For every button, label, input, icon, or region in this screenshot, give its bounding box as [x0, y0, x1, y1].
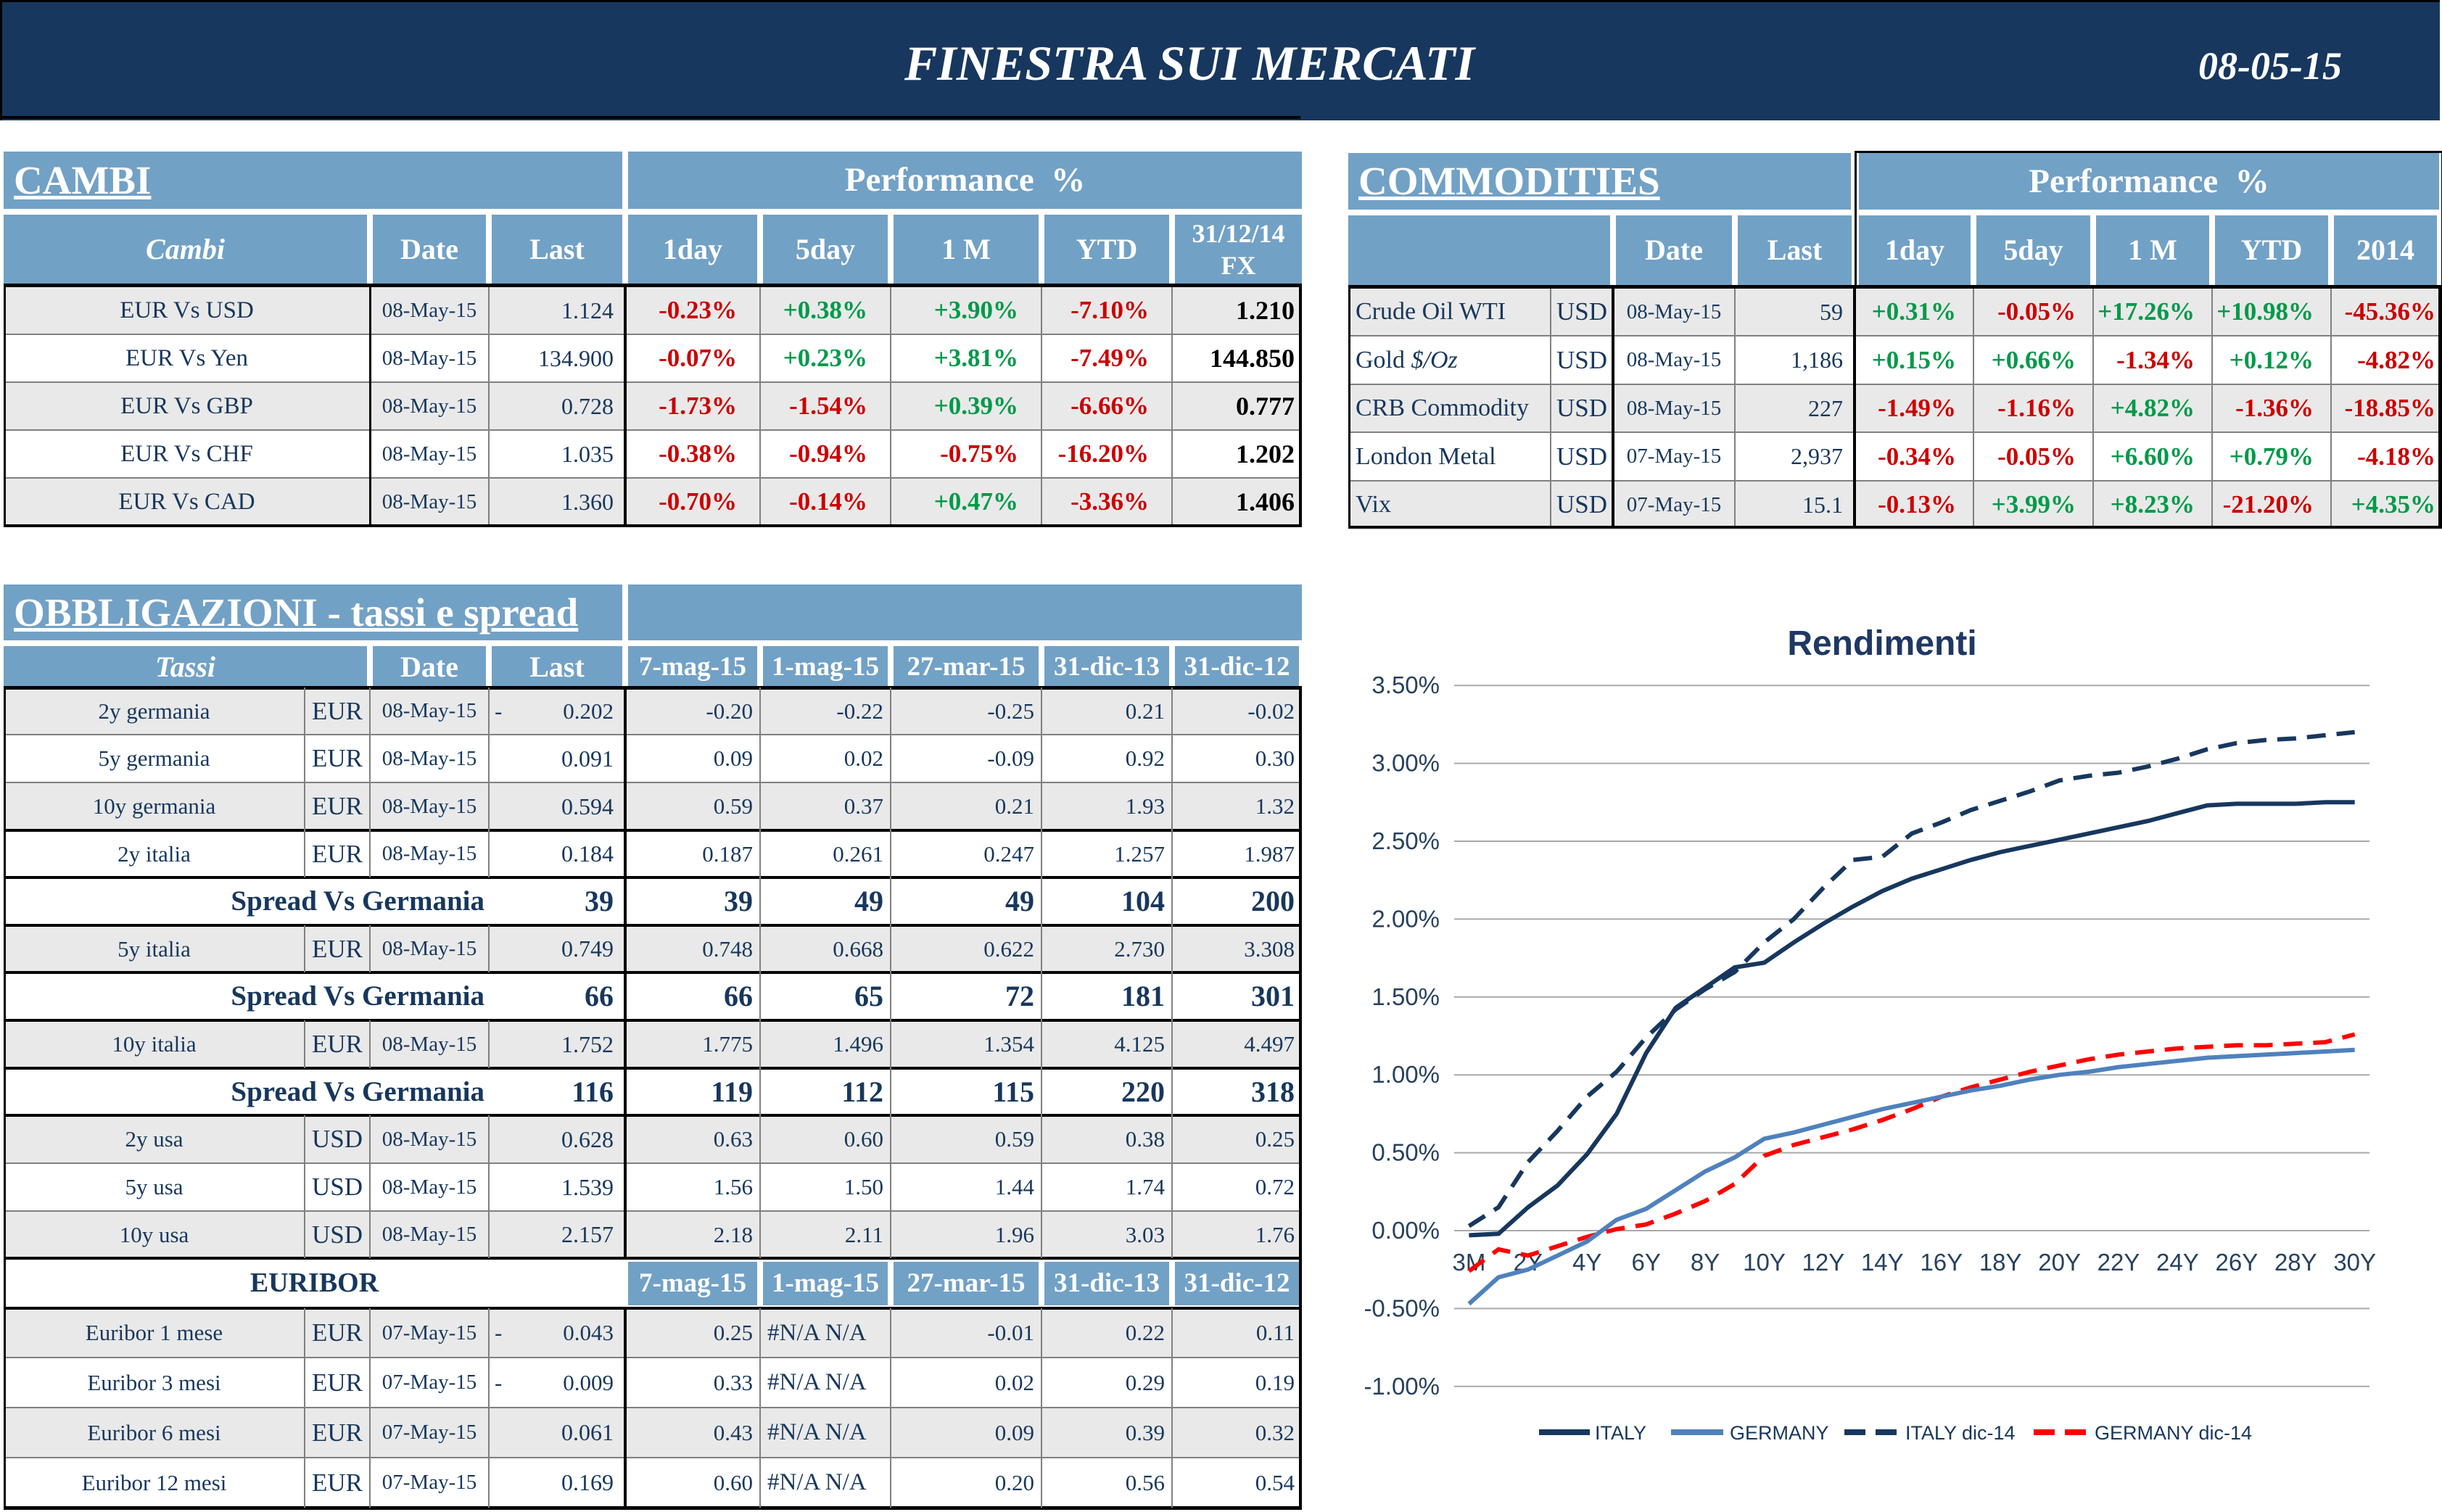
svg-text:Rendimenti: Rendimenti: [1787, 624, 1976, 663]
svg-text:3.50%: 3.50%: [1371, 672, 1440, 698]
svg-text:16Y: 16Y: [1920, 1249, 1963, 1276]
svg-text:28Y: 28Y: [2274, 1249, 2317, 1276]
svg-text:24Y: 24Y: [2156, 1249, 2199, 1276]
svg-text:1.50%: 1.50%: [1371, 983, 1440, 1010]
svg-text:1.00%: 1.00%: [1371, 1061, 1440, 1088]
svg-text:ITALY dic-14: ITALY dic-14: [1905, 1422, 2016, 1444]
svg-text:10Y: 10Y: [1743, 1249, 1786, 1276]
svg-text:2.50%: 2.50%: [1371, 827, 1440, 854]
svg-text:-0.50%: -0.50%: [1364, 1294, 1440, 1321]
svg-text:GERMANY dic-14: GERMANY dic-14: [2095, 1422, 2252, 1444]
svg-text:3.00%: 3.00%: [1371, 750, 1440, 777]
svg-text:8Y: 8Y: [1691, 1249, 1720, 1276]
svg-text:30Y: 30Y: [2333, 1249, 2376, 1276]
svg-text:4Y: 4Y: [1572, 1249, 1601, 1276]
svg-text:18Y: 18Y: [1979, 1249, 2022, 1276]
svg-text:2.00%: 2.00%: [1371, 905, 1440, 932]
svg-text:26Y: 26Y: [2216, 1249, 2259, 1276]
svg-text:22Y: 22Y: [2097, 1249, 2140, 1276]
svg-text:ITALY: ITALY: [1595, 1422, 1646, 1444]
svg-text:-1.00%: -1.00%: [1364, 1373, 1440, 1400]
svg-text:0.00%: 0.00%: [1371, 1217, 1440, 1244]
svg-text:20Y: 20Y: [2038, 1249, 2081, 1276]
svg-text:GERMANY: GERMANY: [1730, 1422, 1829, 1444]
svg-text:12Y: 12Y: [1802, 1249, 1845, 1276]
svg-text:0.50%: 0.50%: [1371, 1139, 1440, 1166]
svg-text:14Y: 14Y: [1861, 1249, 1904, 1276]
svg-text:6Y: 6Y: [1632, 1249, 1661, 1276]
